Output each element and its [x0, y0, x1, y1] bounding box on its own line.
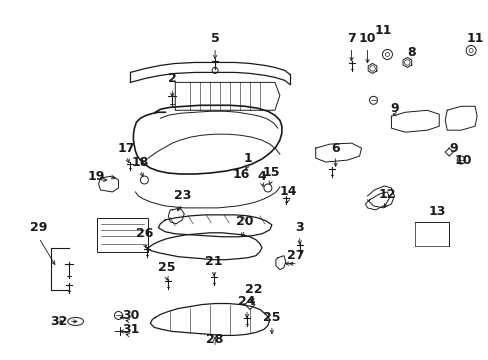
Text: 10: 10	[453, 154, 471, 167]
Text: 18: 18	[131, 156, 149, 168]
Text: 14: 14	[279, 185, 296, 198]
Text: 5: 5	[210, 32, 219, 45]
Text: 26: 26	[136, 227, 153, 240]
Text: 9: 9	[389, 102, 398, 115]
Text: 24: 24	[238, 295, 255, 308]
Text: 30: 30	[122, 309, 139, 322]
Text: 32: 32	[50, 315, 67, 328]
Text: 7: 7	[346, 32, 355, 45]
Text: 8: 8	[406, 46, 415, 59]
Text: 31: 31	[122, 323, 139, 336]
Text: 20: 20	[236, 215, 253, 228]
Text: 11: 11	[466, 32, 483, 45]
Text: 29: 29	[30, 221, 47, 234]
Text: 23: 23	[173, 189, 190, 202]
Text: 2: 2	[167, 72, 176, 85]
Text: 1: 1	[243, 152, 252, 165]
Bar	[96, 218, 148, 252]
Text: 19: 19	[88, 170, 105, 183]
Text: 12: 12	[378, 188, 395, 202]
Text: 3: 3	[295, 221, 304, 234]
Text: 10: 10	[358, 32, 375, 45]
Text: 13: 13	[427, 205, 445, 219]
Text: 6: 6	[331, 141, 339, 155]
Text: 15: 15	[262, 166, 279, 179]
Text: 27: 27	[286, 249, 304, 262]
Text: 25: 25	[263, 311, 280, 324]
Text: 17: 17	[118, 141, 135, 155]
Text: 4: 4	[257, 170, 266, 183]
Text: 21: 21	[205, 255, 223, 268]
Text: 28: 28	[206, 333, 224, 346]
Text: 9: 9	[448, 141, 457, 155]
Text: 16: 16	[232, 167, 249, 180]
Text: 25: 25	[157, 261, 175, 274]
Text: 22: 22	[244, 283, 262, 296]
Text: 11: 11	[374, 24, 391, 37]
